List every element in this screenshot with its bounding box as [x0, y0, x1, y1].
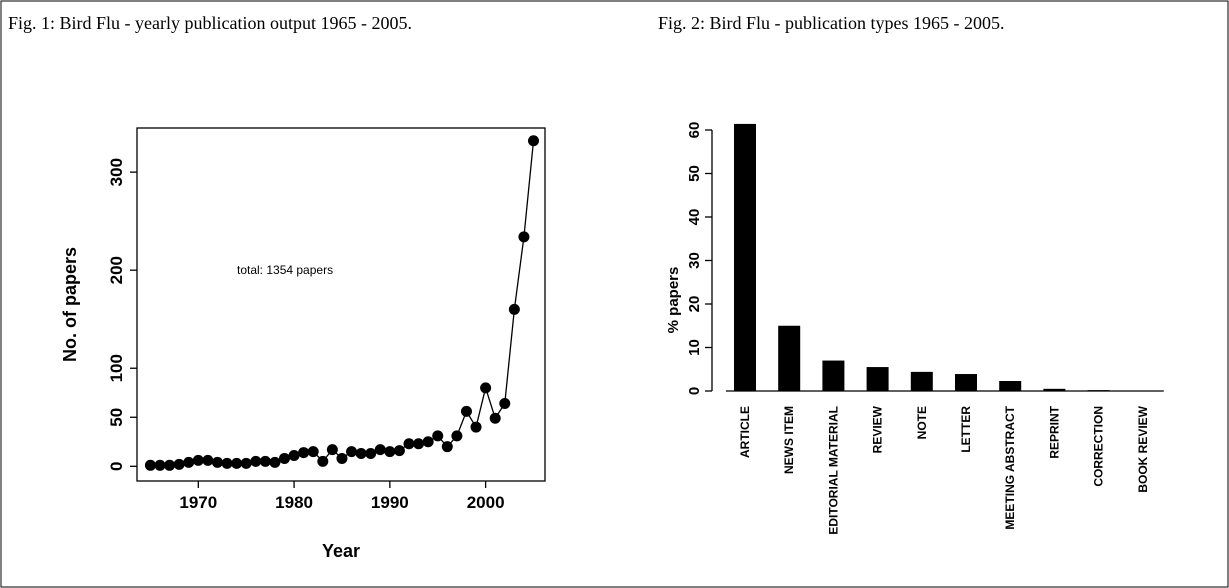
x-tick-label: LETTER [959, 406, 973, 453]
data-point [355, 448, 367, 460]
y-tick-label: 50 [686, 165, 703, 182]
data-point [422, 436, 434, 448]
data-point [326, 444, 338, 456]
y-tick-label: 0 [107, 462, 126, 471]
data-point [307, 446, 319, 458]
caption: Fig. 1: Bird Flu - yearly publication ou… [8, 13, 412, 33]
bar [1087, 390, 1110, 391]
y-tick-label: 40 [686, 209, 703, 226]
data-point [192, 454, 204, 466]
y-tick-label: 50 [107, 408, 126, 427]
y-tick-label: 200 [107, 256, 126, 284]
data-point [518, 231, 530, 243]
x-tick-label: 1990 [371, 493, 409, 512]
x-tick-label: ARTICLE [738, 406, 752, 458]
bar [734, 123, 756, 391]
data-point [231, 457, 243, 469]
y-tick-label: 0 [686, 387, 703, 395]
y-axis-label: % papers [665, 267, 682, 334]
data-point [173, 458, 185, 470]
data-point [441, 441, 453, 453]
data-point [144, 459, 156, 471]
data-point [432, 430, 444, 442]
data-point [202, 454, 214, 466]
bar [955, 374, 977, 391]
data-point [336, 452, 348, 464]
data-point [240, 457, 252, 469]
data-point [259, 455, 271, 467]
bar [999, 380, 1022, 391]
data-point [480, 382, 492, 394]
data-point [250, 455, 262, 467]
data-point [298, 447, 310, 459]
plot-box [136, 127, 546, 482]
x-tick-label: EDITORIAL MATERIAL [826, 406, 840, 535]
y-tick-label: 100 [107, 354, 126, 382]
y-tick-label: 60 [686, 122, 703, 139]
x-tick-label: 2000 [467, 493, 505, 512]
y-tick-label: 20 [686, 296, 703, 313]
data-point [499, 398, 511, 410]
x-tick-label: NOTE [915, 406, 929, 439]
x-tick-label: REVIEW [871, 405, 885, 453]
bar [1043, 388, 1066, 391]
data-point [489, 412, 501, 424]
data-point [528, 135, 540, 147]
data-point [451, 430, 463, 442]
y-tick-label: 300 [107, 158, 126, 186]
data-point [317, 455, 329, 467]
caption: Fig. 2: Bird Flu - publication types 196… [658, 13, 1005, 33]
data-point [269, 456, 281, 468]
data-point [508, 303, 520, 315]
data-point [164, 459, 176, 471]
x-tick-label: REPRINT [1047, 405, 1061, 458]
data-point [384, 446, 396, 458]
data-point [374, 444, 386, 456]
data-point [470, 421, 482, 433]
y-tick-label: 10 [686, 339, 703, 356]
data-point [413, 438, 425, 450]
bar [866, 367, 889, 391]
x-tick-label: CORRECTION [1092, 406, 1106, 487]
data-point [403, 438, 415, 450]
data-point [154, 459, 166, 471]
x-tick-label: MEETING ABSTRACT [1003, 405, 1017, 529]
x-tick-label: NEWS ITEM [782, 406, 796, 474]
y-tick-label: 30 [686, 252, 703, 269]
data-point [460, 405, 472, 417]
x-tick-label: 1980 [275, 493, 313, 512]
data-point [288, 450, 300, 462]
annotation: total: 1354 papers [237, 263, 333, 277]
x-axis-label: Year [322, 541, 360, 561]
data-point [278, 452, 290, 464]
data-point [393, 445, 405, 457]
bar [822, 360, 845, 391]
data-point [346, 446, 358, 458]
data-point [183, 456, 195, 468]
data-point [221, 457, 233, 469]
data-point [365, 448, 377, 460]
data-point [211, 456, 223, 468]
bar [778, 325, 801, 391]
y-axis-label: No. of papers [60, 247, 80, 362]
x-tick-label: 1970 [179, 493, 217, 512]
x-tick-label: BOOK REVIEW [1136, 405, 1150, 492]
bar [910, 371, 933, 391]
